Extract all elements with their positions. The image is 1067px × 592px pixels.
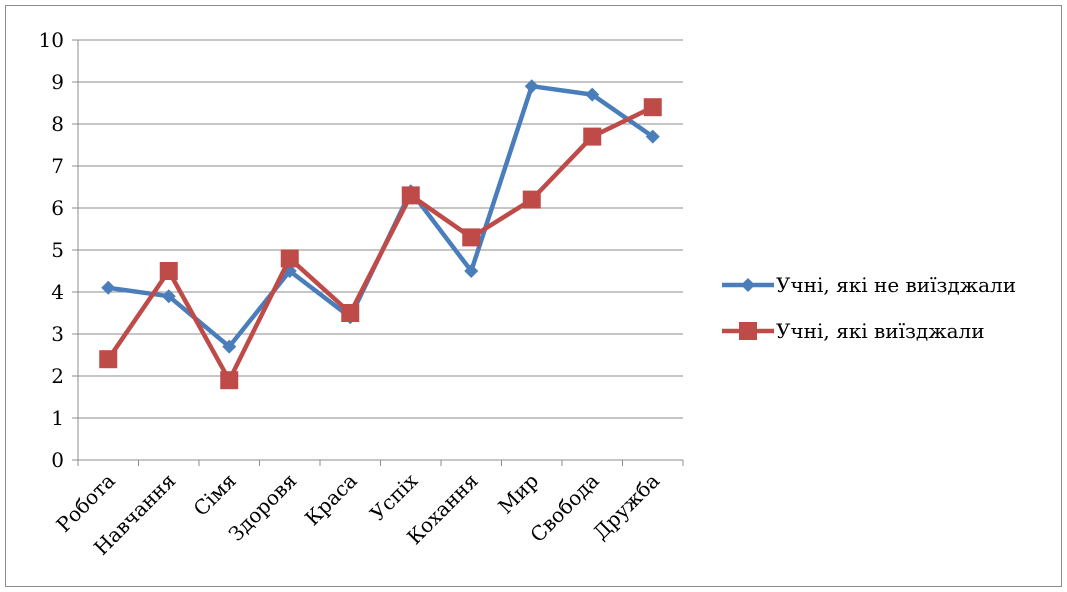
- gridlines: [78, 39, 683, 419]
- data-point: [161, 289, 176, 304]
- y-tick-label: 8: [51, 112, 64, 136]
- y-tick-label: 10: [39, 28, 64, 52]
- y-axis-ticks: 0 1 2 3 4 5 6 7 8 9 10: [39, 28, 78, 472]
- legend-marker: [739, 322, 757, 340]
- y-tick-label: 5: [51, 238, 64, 262]
- legend-item-2: Учні, які виїзджали: [722, 319, 985, 343]
- data-point: [222, 339, 237, 354]
- legend-marker: [741, 278, 755, 292]
- series-1: [101, 79, 660, 354]
- x-tick-label: Сімя: [189, 469, 241, 521]
- data-point: [643, 98, 662, 117]
- y-tick-label: 4: [51, 280, 64, 304]
- x-tick-label: Мир: [493, 469, 543, 519]
- legend-label: Учні, які виїзджали: [776, 319, 985, 343]
- x-tick-label: Успіх: [365, 468, 423, 526]
- data-point: [645, 129, 660, 144]
- data-point: [341, 304, 360, 322]
- y-tick-label: 7: [51, 154, 64, 178]
- y-tick-label: 6: [51, 196, 64, 220]
- y-tick-label: 2: [51, 364, 64, 388]
- data-point: [462, 228, 481, 247]
- data-point: [280, 249, 299, 268]
- legend: Учні, які не виїзджали Учні, які виїзджал…: [722, 273, 1016, 343]
- x-tick-label: Дружба: [588, 469, 664, 545]
- x-tick-label: Здоровя: [224, 469, 301, 546]
- data-point: [99, 350, 118, 369]
- y-tick-label: 9: [51, 70, 64, 94]
- data-point: [101, 280, 116, 295]
- data-point: [524, 79, 539, 94]
- data-point: [401, 186, 420, 205]
- series-2: [99, 98, 662, 390]
- data-point: [464, 264, 479, 278]
- legend-item-1: Учні, які не виїзджали: [722, 273, 1016, 297]
- series-line-2: [106, 105, 654, 383]
- y-tick-label: 0: [51, 448, 64, 472]
- y-tick-label: 1: [51, 406, 64, 430]
- data-point: [522, 190, 541, 209]
- data-point: [583, 127, 602, 146]
- x-tick-label: Краса: [300, 469, 362, 531]
- legend-label: Учні, які не виїзджали: [776, 273, 1016, 297]
- data-point: [159, 262, 178, 280]
- data-point: [220, 371, 239, 390]
- data-point: [585, 87, 600, 102]
- y-tick-label: 3: [51, 322, 64, 346]
